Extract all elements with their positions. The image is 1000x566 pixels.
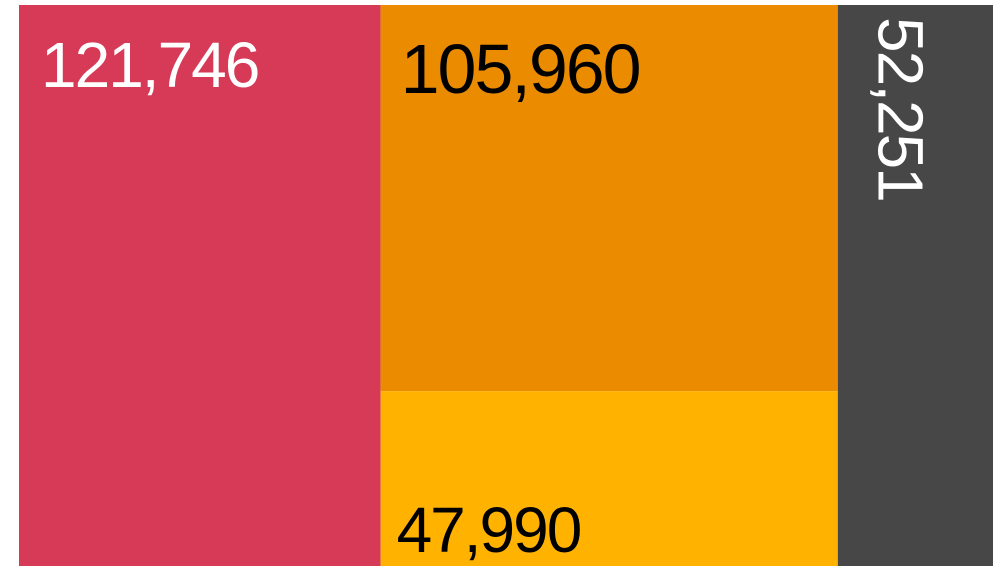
treemap-cell <box>837 5 993 566</box>
treemap-cell <box>380 5 838 392</box>
cell-label: 105,960 <box>401 30 640 108</box>
treemap-cell <box>380 391 838 566</box>
cell-label: 121,746 <box>41 29 258 101</box>
cell-label: 47,990 <box>397 494 581 566</box>
treemap-cell <box>19 5 381 566</box>
cell-label: 52,251 <box>865 17 937 201</box>
